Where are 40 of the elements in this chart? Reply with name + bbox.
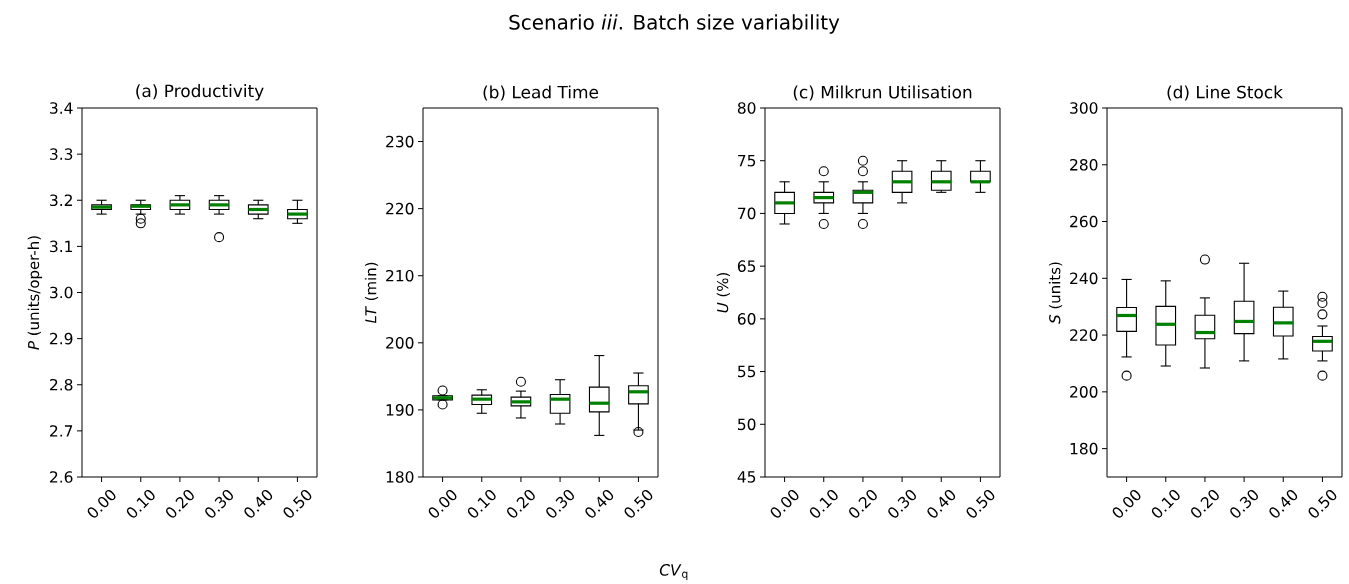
y-tick-label: 3.3	[50, 148, 73, 160]
y-tick-label: 220	[386, 202, 414, 215]
text: Scenario iii. Batch size variability	[509, 14, 840, 34]
chart-title: (a) Productivity	[136, 84, 264, 101]
x-axis-title: CV$_{q}$	[659, 564, 688, 580]
y-tick-label: 230	[386, 135, 414, 148]
y-tick-label: 2.6	[50, 471, 73, 483]
chart-title: (c) Milkrun Utilisation	[793, 85, 972, 101]
y-tick-label: 75	[738, 154, 756, 167]
y-tick-label: 180	[1070, 442, 1098, 455]
y-tick-label: 200	[1070, 386, 1098, 398]
y-tick-label: 50	[738, 418, 756, 431]
y-axis-title: S (units)	[1048, 262, 1063, 324]
y-tick-label: 80	[737, 102, 756, 114]
y-tick-label: 300	[1070, 102, 1098, 114]
y-tick-label: 65	[737, 260, 756, 272]
y-tick-label: 3.2	[50, 194, 72, 207]
y-tick-label: 70	[738, 207, 756, 220]
y-tick-label: 220	[1070, 329, 1098, 341]
y-tick-label: 45	[737, 471, 756, 483]
y-tick-label: 240	[1070, 272, 1098, 285]
y-axis-title: LT (min)	[364, 262, 379, 324]
chart-title: (d) Line Stock	[1167, 85, 1283, 101]
y-axis-title: U (%)	[716, 273, 730, 313]
y-tick-label: 180	[386, 471, 414, 483]
y-tick-label: 3.0	[50, 286, 73, 299]
y-tick-label: 280	[1070, 158, 1098, 171]
y-tick-label: 60	[737, 313, 756, 325]
y-tick-label: 3.1	[50, 240, 73, 253]
y-tick-label: 200	[386, 336, 414, 349]
y-axis-title: P (units/oper-h)	[27, 236, 43, 350]
y-tick-label: 210	[386, 269, 414, 282]
chart-title: (b) Lead Time	[483, 85, 599, 101]
y-tick-label: 2.9	[50, 332, 73, 345]
y-tick-label: 2.8	[50, 378, 73, 391]
y-tick-label: 3.4	[50, 102, 73, 114]
y-tick-label: 2.7	[50, 425, 73, 437]
y-tick-label: 260	[1070, 215, 1098, 228]
y-tick-label: 55	[738, 365, 756, 378]
y-tick-label: 190	[386, 404, 414, 416]
